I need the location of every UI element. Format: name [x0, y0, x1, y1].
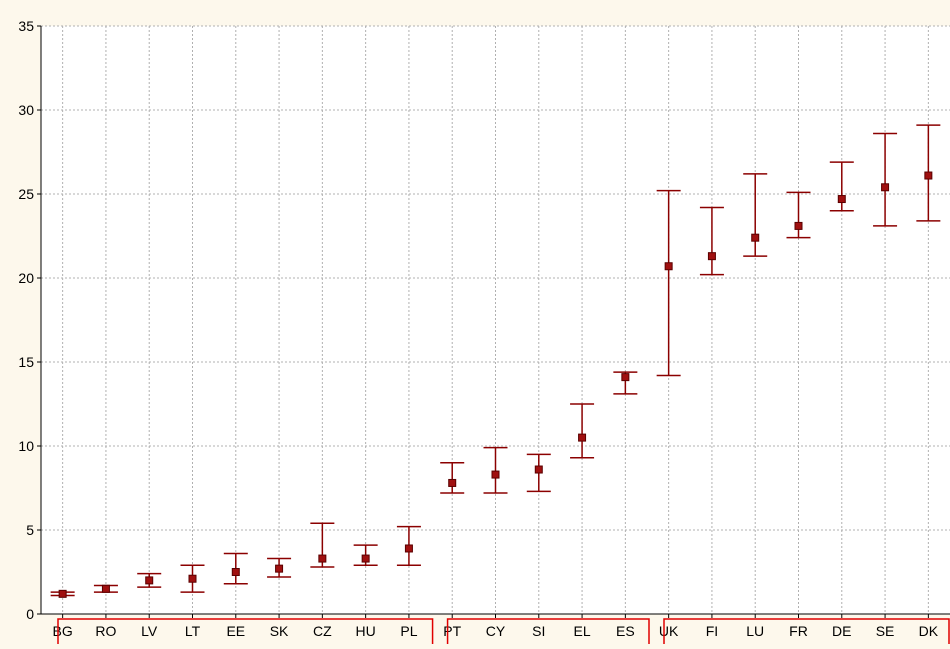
mean-point-sk [275, 564, 284, 573]
x-tick-label-lv: LV [141, 623, 158, 639]
mean-point-pl [404, 544, 413, 553]
x-tick-label-sk: SK [270, 623, 289, 639]
mean-point-el [578, 433, 587, 442]
mean-point-dk [924, 171, 933, 180]
y-tick-label: 20 [18, 270, 34, 286]
x-tick-label-lu: LU [746, 623, 764, 639]
x-tick-label-cy: CY [486, 623, 506, 639]
y-tick-label: 0 [26, 606, 34, 622]
mean-point-lv [145, 576, 154, 585]
mean-point-lt [188, 574, 197, 583]
x-tick-label-hu: HU [356, 623, 376, 639]
y-tick-label: 30 [18, 102, 34, 118]
x-tick-label-lt: LT [185, 623, 201, 639]
x-tick-label-se: SE [876, 623, 895, 639]
mean-point-cz [318, 554, 327, 563]
mean-point-ee [231, 568, 240, 576]
mean-point-cy [491, 470, 500, 479]
mean-point-lu [751, 233, 760, 242]
mean-point-bg [58, 589, 67, 598]
mean-point-fi [707, 252, 716, 261]
x-tick-label-si: SI [532, 623, 545, 639]
mean-point-es [621, 373, 630, 382]
error-bars [50, 124, 941, 597]
x-axis-ticks: BG RO LV LT EE SK CZ HU PL PT CY SI EL ES UK FI LU FR DE SE… [53, 614, 939, 639]
mean-point-pt [448, 478, 457, 487]
x-tick-label-dk: DK [919, 623, 939, 639]
y-tick-label: 5 [26, 522, 34, 538]
x-tick-label-bg: BG [53, 623, 73, 639]
x-tick-label-uk: UK [659, 623, 679, 639]
y-tick-label: 25 [18, 186, 34, 202]
x-tick-label-cz: CZ [313, 623, 332, 639]
mean-point-uk [664, 262, 673, 271]
y-tick-label: 35 [18, 18, 34, 34]
mean-point-fr [794, 221, 803, 230]
mean-point-de [837, 195, 846, 204]
x-tick-label-pl: PL [400, 623, 417, 639]
mean-point-si [534, 465, 543, 474]
mean-point-se [881, 183, 890, 192]
y-tick-label: 10 [18, 438, 34, 454]
x-tick-label-el: EL [574, 623, 591, 639]
x-tick-label-pt: PT [443, 623, 461, 639]
mean-point-ro [101, 584, 110, 593]
x-tick-label-fi: FI [706, 623, 718, 639]
x-tick-label-ro: RO [95, 623, 116, 639]
y-tick-label: 15 [18, 354, 34, 370]
y-axis-ticks: 0 5 10 15 20 25 30 35 [18, 18, 41, 622]
x-tick-label-ee: EE [226, 623, 245, 639]
x-tick-label-fr: FR [789, 623, 808, 639]
mean-points [58, 171, 933, 598]
x-tick-label-es: ES [616, 623, 635, 639]
x-tick-label-de: DE [832, 623, 851, 639]
mean-point-hu [361, 554, 370, 563]
